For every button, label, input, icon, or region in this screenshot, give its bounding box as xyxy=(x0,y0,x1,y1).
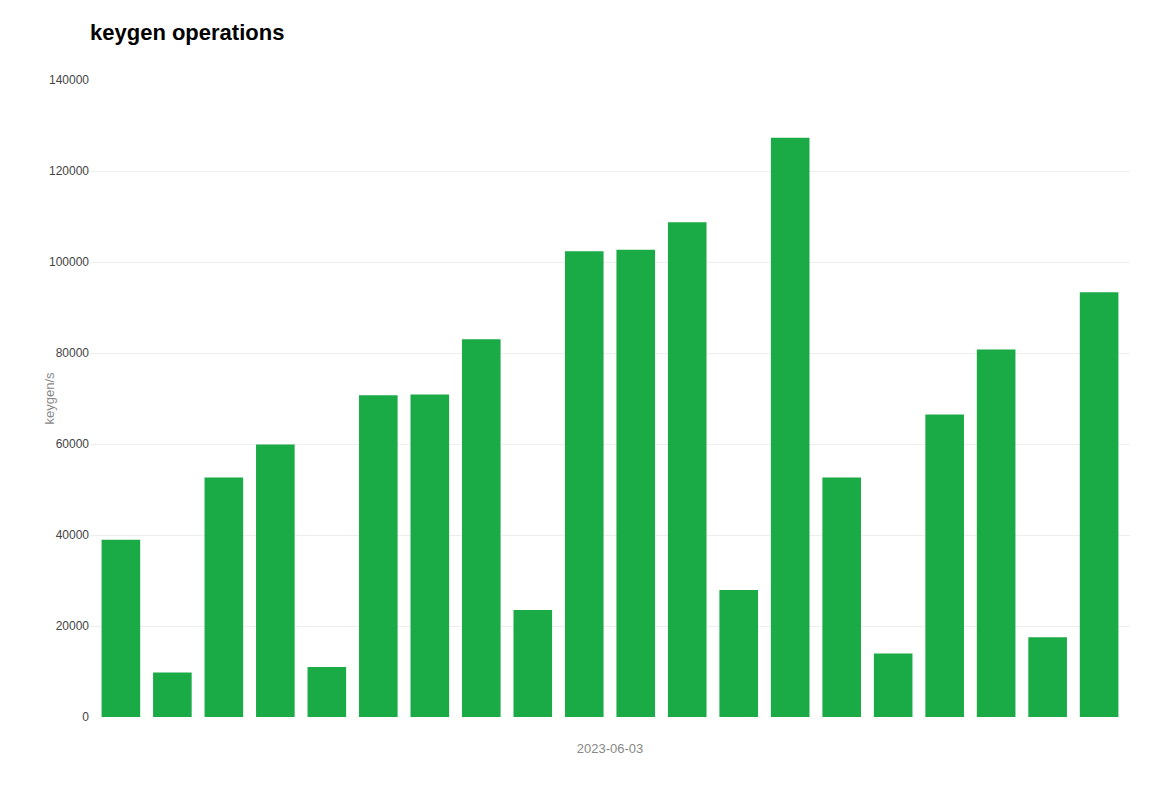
svg-text:40000: 40000 xyxy=(56,528,90,542)
svg-text:100000: 100000 xyxy=(49,255,89,269)
svg-text:keygen operations: keygen operations xyxy=(90,20,284,45)
svg-text:20000: 20000 xyxy=(56,619,90,633)
svg-text:2023-06-03: 2023-06-03 xyxy=(577,741,644,756)
svg-text:140000: 140000 xyxy=(49,73,89,87)
svg-text:80000: 80000 xyxy=(56,346,90,360)
svg-text:0: 0 xyxy=(82,710,89,724)
svg-text:keygen/s: keygen/s xyxy=(42,372,57,425)
svg-text:60000: 60000 xyxy=(56,437,90,451)
svg-text:120000: 120000 xyxy=(49,164,89,178)
